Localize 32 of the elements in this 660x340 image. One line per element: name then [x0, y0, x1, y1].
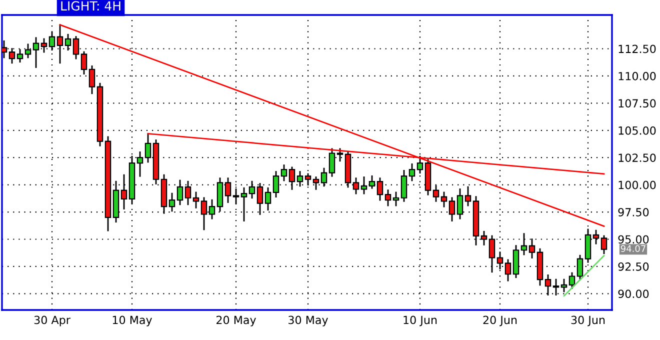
y-tick-label: 97.50	[618, 208, 649, 216]
x-tick-label: 10 Jun	[404, 316, 437, 326]
y-tick-label: 92.50	[618, 262, 649, 271]
y-tick-label: 110.00	[618, 72, 656, 80]
text: 94.07	[620, 245, 646, 252]
candlestick	[192, 192, 200, 208]
y-tick-label: 102.50	[618, 154, 656, 162]
candlestick	[280, 164, 288, 182]
candlestick	[464, 186, 472, 206]
y-tick-label: 112.50	[618, 44, 656, 54]
candlestick	[384, 190, 392, 206]
x-tick-label: 30 Apr	[34, 316, 70, 326]
candlestick	[168, 192, 176, 212]
candlestick	[568, 272, 576, 289]
x-tick-label: 20 Jun	[483, 316, 517, 326]
candlestick	[392, 192, 400, 206]
candlestick	[440, 192, 448, 208]
y-tick-label: 105.00	[618, 126, 656, 135]
y-tick-label: 90.00	[618, 290, 649, 298]
candlestick	[264, 187, 272, 211]
y-tick-label: 95.00	[618, 235, 649, 244]
candlestick	[80, 51, 88, 74]
x-tick-label: 30 Jun	[571, 316, 605, 326]
candlestick	[32, 37, 40, 68]
candlestick	[504, 259, 512, 282]
x-tick-label: 10 May	[112, 316, 152, 326]
candlestick	[408, 163, 416, 182]
y-tick-label: 107.50	[618, 99, 656, 108]
x-tick-label: 30 May	[288, 316, 328, 326]
x-tick-label: 20 May	[216, 316, 256, 326]
chart-title: LIGHT: 4H	[61, 1, 120, 11]
y-tick-label: 100.00	[618, 180, 656, 190]
